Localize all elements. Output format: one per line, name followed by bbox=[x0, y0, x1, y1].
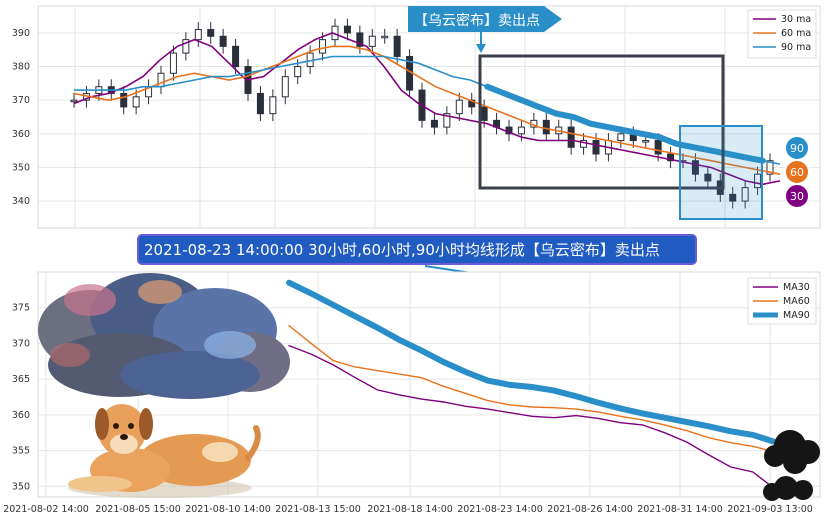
top-ma-line-60 bbox=[73, 45, 781, 175]
candle-body bbox=[430, 119, 438, 128]
badge-90-text: 90 bbox=[790, 142, 804, 155]
candle-body bbox=[381, 35, 389, 39]
candle-body bbox=[368, 35, 376, 47]
candle-body bbox=[455, 99, 463, 115]
top-y-tick-label: 390 bbox=[12, 28, 30, 39]
signal-box bbox=[478, 54, 725, 190]
candle-body bbox=[356, 32, 364, 47]
candle-body bbox=[219, 35, 227, 47]
ma-badges: 90 60 30 bbox=[784, 135, 810, 209]
top-legend: 30 ma 60 ma 90 ma bbox=[747, 9, 817, 59]
candle-body bbox=[343, 25, 351, 34]
candle-body bbox=[294, 66, 302, 78]
top-y-tick-label: 380 bbox=[12, 62, 30, 73]
bottom-x-tick-label: 2021-08-10 14:00 bbox=[185, 504, 271, 515]
bottom-y-tick-label: 365 bbox=[12, 374, 30, 385]
top-plot-area bbox=[37, 5, 821, 229]
top-y-tick-label: 340 bbox=[12, 196, 30, 207]
dark-cloud-icons bbox=[763, 430, 820, 501]
bottom-legend: MA30 MA60 MA90 bbox=[747, 277, 817, 325]
candle-body bbox=[393, 35, 401, 57]
candle-body bbox=[704, 173, 712, 182]
candle-body bbox=[269, 96, 277, 115]
bottom-x-tick-label: 2021-08-18 14:00 bbox=[367, 504, 453, 515]
caption-text: 2021-08-23 14:00:00 30小时,60小时,90小时均线形成【乌… bbox=[144, 241, 660, 259]
top-chart: 340 350 360 370 380 390 30 ma 60 ma 90 ma 【乌云… bbox=[12, 5, 821, 229]
badge-60-text: 60 bbox=[790, 166, 804, 179]
candle-body bbox=[592, 140, 600, 155]
bottom-y-ticks: 350 355 360 365 370 375 bbox=[12, 303, 30, 493]
top-y-tick-label: 370 bbox=[12, 95, 30, 106]
candle-body bbox=[642, 140, 650, 143]
bottom-y-tick-label: 355 bbox=[12, 446, 30, 457]
candle-body bbox=[319, 39, 327, 54]
top-y-ticks: 340 350 360 370 380 390 bbox=[12, 28, 30, 207]
candle-body bbox=[542, 119, 550, 135]
badge-30 bbox=[784, 183, 810, 209]
candle-body bbox=[169, 52, 177, 74]
sell-banner-text: 【乌云密布】卖出点 bbox=[414, 12, 540, 29]
candle-body bbox=[480, 106, 488, 121]
candle-body bbox=[741, 187, 749, 202]
candle-body bbox=[207, 29, 215, 37]
legend-label-ma30: MA30 bbox=[783, 282, 810, 293]
bottom-ma-line-30 bbox=[288, 344, 776, 490]
bottom-y-tick-label: 360 bbox=[12, 410, 30, 421]
bottom-x-tick-label: 2021-08-26 14:00 bbox=[547, 504, 633, 515]
top-ma90-emphasis bbox=[484, 83, 766, 164]
bottom-x-tick-label: 2021-08-23 14:00 bbox=[457, 504, 543, 515]
highlight-box bbox=[679, 125, 763, 220]
bottom-x-tick-label: 2021-09-03 13:00 bbox=[727, 504, 813, 515]
top-ma-lines bbox=[73, 32, 781, 186]
bottom-x-ticks: 2021-08-02 14:00 2021-08-05 15:00 2021-08-… bbox=[3, 504, 813, 515]
candle-body bbox=[654, 140, 662, 155]
candle-body bbox=[754, 173, 762, 189]
bottom-ma-lines bbox=[286, 279, 778, 490]
candle-body bbox=[617, 133, 625, 142]
top-y-tick-label: 360 bbox=[12, 129, 30, 140]
bottom-ma-line-60 bbox=[288, 324, 776, 453]
bottom-x-tick-label: 2021-08-02 14:00 bbox=[3, 504, 89, 515]
dog-illustration bbox=[68, 404, 261, 498]
bottom-y-tick-label: 370 bbox=[12, 338, 30, 349]
candle-body bbox=[182, 39, 190, 54]
top-y-tick-label: 350 bbox=[12, 162, 30, 173]
bottom-y-tick-label: 350 bbox=[12, 481, 30, 492]
top-ma-line-30 bbox=[73, 32, 781, 186]
bottom-y-tick-label: 375 bbox=[12, 303, 30, 314]
bottom-ma-line-90 bbox=[286, 279, 778, 445]
candle-body bbox=[281, 76, 289, 98]
candle-body bbox=[443, 113, 451, 128]
candle-body bbox=[120, 92, 128, 108]
bottom-x-tick-label: 2021-08-05 15:00 bbox=[95, 504, 181, 515]
candle-body bbox=[691, 160, 699, 175]
bottom-x-tick-label: 2021-08-31 14:00 bbox=[637, 504, 723, 515]
candle-body bbox=[256, 92, 264, 115]
candle-body bbox=[766, 160, 774, 175]
sell-banner: 【乌云密布】卖出点 bbox=[408, 6, 562, 53]
badge-30-text: 30 bbox=[790, 190, 804, 203]
candle-body bbox=[70, 99, 78, 103]
caption-bar: 2021-08-23 14:00:00 30小时,60小时,90小时均线形成【乌… bbox=[137, 234, 697, 285]
legend-label-ma60: MA60 bbox=[783, 296, 810, 307]
candle-body bbox=[667, 153, 675, 162]
bottom-x-tick-label: 2021-08-13 15:00 bbox=[275, 504, 361, 515]
candle-body bbox=[194, 29, 202, 41]
candle-body bbox=[232, 45, 240, 68]
candle-body bbox=[132, 96, 140, 108]
candle-body bbox=[729, 193, 737, 202]
legend-label-90: 90 ma bbox=[781, 42, 811, 53]
storm-cloud-illustration bbox=[38, 273, 290, 399]
legend-label-30: 30 ma bbox=[781, 14, 811, 25]
candle-body bbox=[517, 126, 525, 135]
candle-body bbox=[567, 126, 575, 148]
legend-label-60: 60 ma bbox=[781, 28, 811, 39]
legend-label-ma90: MA90 bbox=[783, 310, 810, 321]
